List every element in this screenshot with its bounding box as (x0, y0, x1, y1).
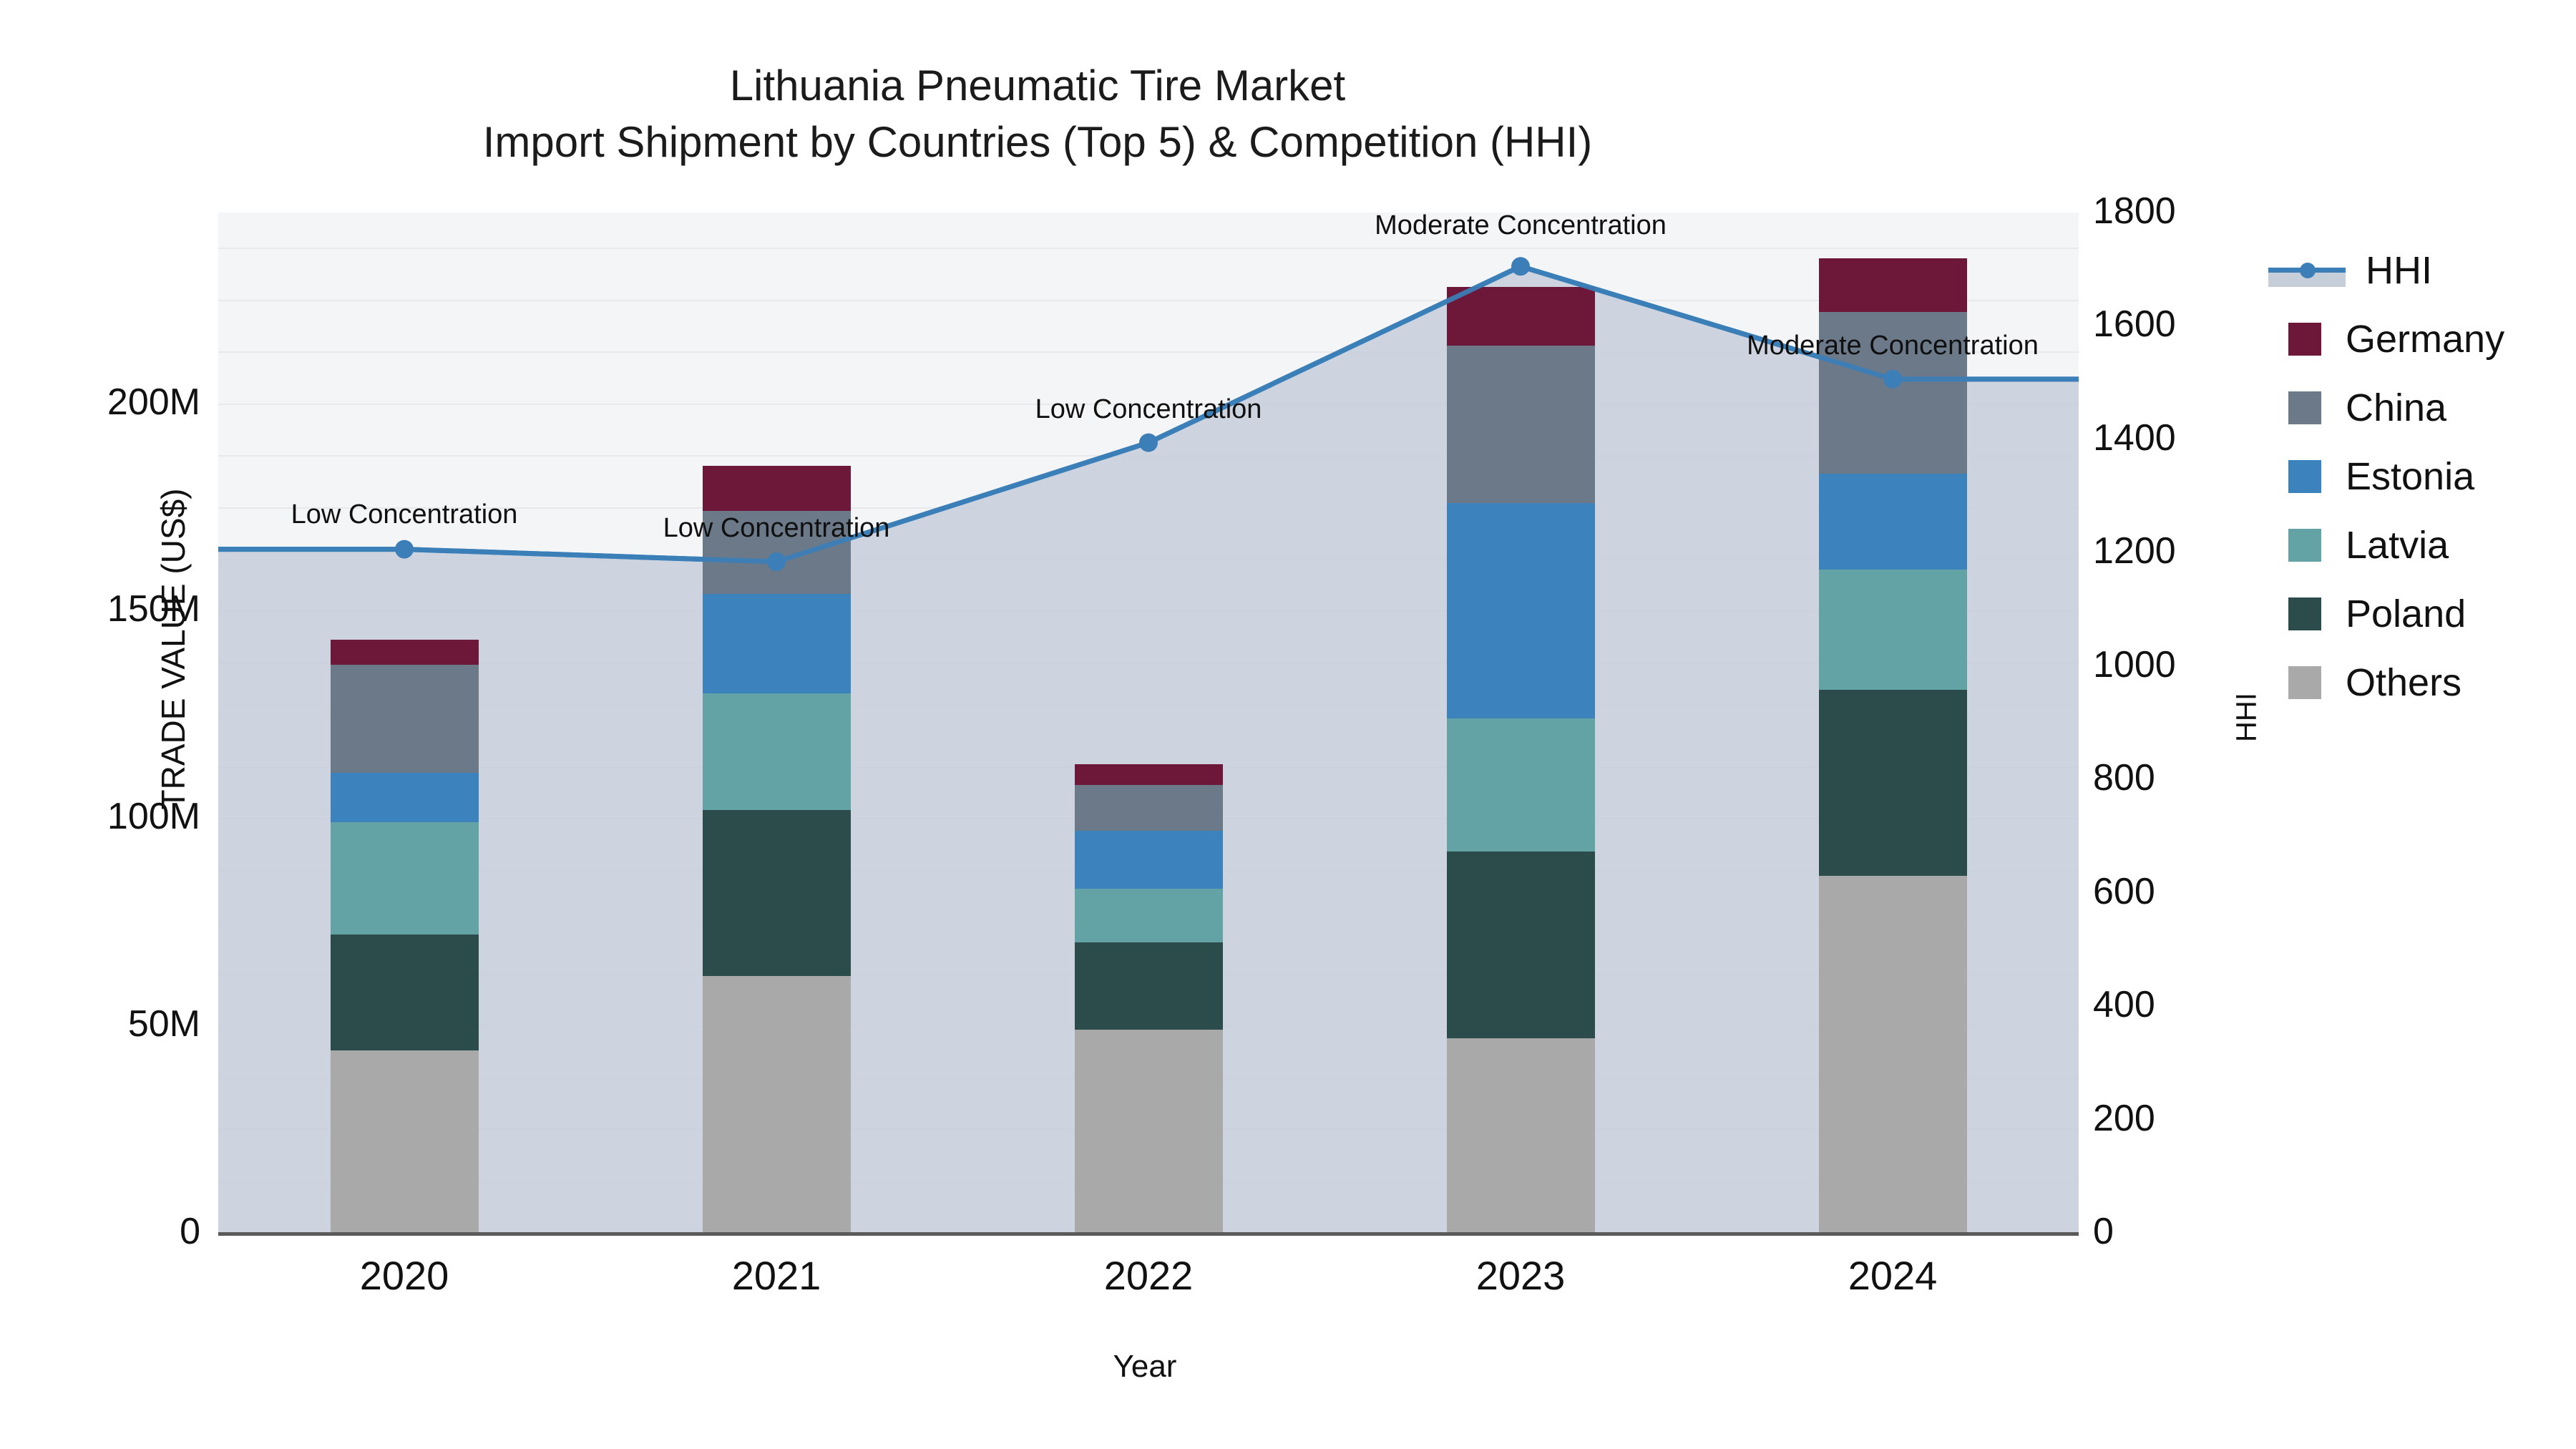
y-tick-right: 200 (2093, 1097, 2155, 1139)
legend-item-latvia[interactable]: Latvia (2268, 511, 2569, 580)
x-tick-2023: 2023 (1475, 1253, 1566, 1298)
hhi-markers (218, 257, 2079, 572)
bar-segment-estonia[interactable] (1446, 502, 1595, 719)
bar-segment-china[interactable] (330, 664, 479, 773)
legend-item-others[interactable]: Others (2268, 648, 2569, 717)
bar-segment-latvia[interactable] (702, 693, 851, 810)
legend-label: Others (2346, 661, 2462, 704)
x-axis-label: Year (1113, 1349, 1177, 1384)
bar-segment-estonia[interactable] (702, 594, 851, 694)
bar-segment-germany[interactable] (330, 640, 479, 665)
hhi-marker-2024[interactable] (1883, 369, 1902, 389)
annotation-2023: Moderate Concentration (1375, 210, 1667, 241)
bar-segment-germany[interactable] (1446, 287, 1595, 346)
legend-item-hhi[interactable]: HHI (2268, 236, 2569, 305)
bar-segment-estonia[interactable] (330, 772, 479, 823)
y-tick-right: 400 (2093, 984, 2155, 1026)
chart-title-line-2: Import Shipment by Countries (Top 5) & C… (482, 118, 1593, 167)
chart-title: Lithuania Pneumatic Tire Market Import S… (0, 57, 2075, 170)
bar-segment-germany[interactable] (1818, 258, 1967, 313)
chart-legend: HHI Germany China Estonia Latvia Poland Others (2268, 236, 2569, 717)
legend-item-germany[interactable]: Germany (2268, 305, 2569, 374)
y-tick-right: 1000 (2093, 643, 2176, 686)
hhi-marker-2023[interactable] (1511, 257, 1530, 276)
legend-label: Estonia (2346, 455, 2475, 498)
legend-item-estonia[interactable]: Estonia (2268, 442, 2569, 511)
x-axis-line (218, 1232, 2079, 1236)
y-tick-left: 200M (107, 381, 200, 423)
legend-line-icon (2268, 254, 2346, 287)
bar-segment-poland[interactable] (1818, 689, 1967, 877)
y-tick-right: 800 (2093, 757, 2155, 799)
legend-label: Latvia (2346, 524, 2449, 567)
bar-segment-estonia[interactable] (1818, 474, 1967, 570)
bar-segment-latvia[interactable] (330, 822, 479, 935)
y-tick-right: 600 (2093, 870, 2155, 912)
bar-segment-poland[interactable] (702, 809, 851, 976)
bar-segment-china[interactable] (1818, 312, 1967, 474)
bar-segment-estonia[interactable] (1074, 830, 1223, 889)
annotation-2024: Moderate Concentration (1747, 330, 2039, 361)
y-tick-right: 0 (2093, 1211, 2114, 1252)
bar-segment-others[interactable] (1446, 1038, 1595, 1233)
hhi-marker-2020[interactable] (395, 540, 414, 559)
legend-label: HHI (2366, 249, 2432, 292)
legend-item-china[interactable]: China (2268, 374, 2569, 442)
legend-item-poland[interactable]: Poland (2268, 580, 2569, 648)
annotation-2020: Low Concentration (291, 499, 518, 530)
y-tick-left: 0 (180, 1211, 200, 1252)
bar-segment-others[interactable] (330, 1050, 479, 1233)
bar-segment-latvia[interactable] (1818, 569, 1967, 690)
hhi-marker-2021[interactable] (767, 552, 786, 572)
legend-swatch-icon (2288, 529, 2321, 562)
x-tick-2022: 2022 (1103, 1253, 1194, 1298)
bar-segment-others[interactable] (702, 975, 851, 1233)
bar-segment-poland[interactable] (330, 934, 479, 1050)
bar-segment-others[interactable] (1818, 876, 1967, 1233)
annotation-2022: Low Concentration (1035, 394, 1262, 424)
legend-swatch-icon (2288, 391, 2321, 424)
y-tick-left: 150M (107, 588, 200, 630)
bar-segment-latvia[interactable] (1446, 718, 1595, 852)
y-tick-left: 50M (127, 1003, 200, 1045)
bar-segment-china[interactable] (1074, 784, 1223, 831)
annotation-2021: Low Concentration (663, 513, 890, 543)
bar-segment-germany[interactable] (702, 465, 851, 512)
x-tick-2024: 2024 (1848, 1253, 1938, 1298)
chart-title-line-1: Lithuania Pneumatic Tire Market (729, 62, 1346, 109)
x-tick-2020: 2020 (359, 1253, 449, 1298)
legend-swatch-icon (2288, 597, 2321, 630)
bar-segment-poland[interactable] (1074, 942, 1223, 1030)
legend-label: China (2346, 386, 2447, 429)
y-tick-right: 1800 (2093, 190, 2176, 232)
y-tick-right: 1600 (2093, 303, 2176, 346)
x-tick-2021: 2021 (731, 1253, 821, 1298)
legend-label: Poland (2346, 592, 2467, 635)
bar-segment-china[interactable] (1446, 345, 1595, 503)
bar-segment-poland[interactable] (1446, 851, 1595, 1038)
bar-segment-others[interactable] (1074, 1029, 1223, 1233)
legend-swatch-icon (2288, 323, 2321, 356)
y-tick-right: 1200 (2093, 530, 2176, 572)
bar-segment-latvia[interactable] (1074, 888, 1223, 943)
legend-label: Germany (2346, 318, 2505, 361)
legend-swatch-icon (2288, 460, 2321, 493)
legend-swatch-icon (2288, 666, 2321, 699)
y-tick-left: 100M (107, 796, 200, 838)
bar-segment-germany[interactable] (1074, 763, 1223, 785)
bar-series-group (218, 213, 2079, 1233)
hhi-marker-2022[interactable] (1139, 433, 1158, 452)
y-tick-right: 1400 (2093, 416, 2176, 459)
gridline (218, 248, 2079, 250)
